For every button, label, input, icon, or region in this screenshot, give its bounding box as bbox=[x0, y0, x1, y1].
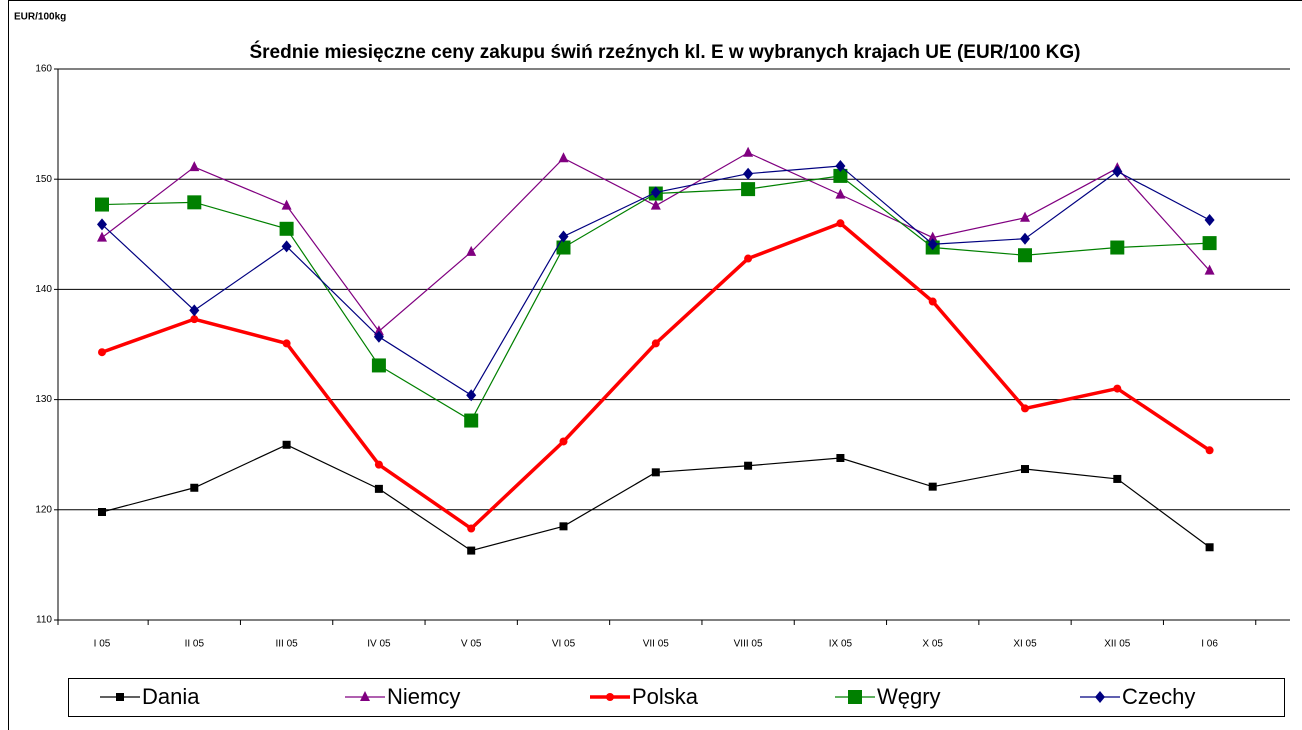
frame bbox=[8, 0, 1302, 730]
marker bbox=[189, 304, 200, 317]
marker bbox=[744, 254, 753, 263]
marker bbox=[374, 460, 383, 469]
marker bbox=[650, 199, 661, 210]
marker bbox=[833, 168, 848, 183]
marker bbox=[1021, 465, 1029, 474]
x-tick-label: I 05 bbox=[94, 639, 111, 650]
legend-label: Węgry bbox=[877, 684, 941, 709]
marker bbox=[97, 218, 107, 231]
marker bbox=[556, 240, 571, 255]
marker bbox=[466, 389, 477, 402]
marker bbox=[836, 219, 845, 228]
legend-label: Dania bbox=[142, 684, 200, 709]
y-tick-label: 140 bbox=[35, 284, 52, 295]
marker bbox=[743, 146, 754, 157]
marker bbox=[744, 461, 753, 470]
marker bbox=[741, 182, 756, 197]
series-line bbox=[101, 221, 1211, 531]
y-tick-label: 130 bbox=[35, 394, 52, 405]
legend-label: Czechy bbox=[1122, 684, 1195, 709]
x-tick-label: VII 05 bbox=[643, 639, 670, 650]
marker bbox=[1020, 232, 1030, 245]
y-tick-label: 150 bbox=[35, 174, 52, 185]
marker bbox=[374, 484, 383, 493]
x-tick-label: XI 05 bbox=[1013, 639, 1037, 650]
marker bbox=[1113, 384, 1122, 393]
marker bbox=[371, 358, 386, 373]
marker bbox=[373, 330, 384, 343]
marker bbox=[98, 348, 106, 357]
marker bbox=[836, 454, 845, 463]
x-tick-label: V 05 bbox=[461, 639, 482, 650]
marker bbox=[1021, 404, 1029, 413]
marker bbox=[190, 315, 199, 324]
marker bbox=[1205, 446, 1214, 455]
marker bbox=[279, 221, 294, 236]
legend-marker bbox=[1095, 691, 1105, 703]
legend-marker bbox=[848, 690, 862, 704]
chart-title: Średnie miesięczne ceny zakupu świń rzeź… bbox=[249, 41, 1080, 63]
legend-marker bbox=[606, 693, 614, 701]
marker bbox=[559, 437, 568, 446]
y-axis-label: EUR/100kg bbox=[14, 12, 66, 23]
marker bbox=[98, 508, 106, 517]
marker bbox=[1110, 240, 1125, 255]
legend-label: Polska bbox=[632, 684, 699, 709]
marker bbox=[282, 339, 291, 348]
x-tick-label: VI 05 bbox=[552, 639, 576, 650]
x-tick-label: IV 05 bbox=[367, 639, 391, 650]
marker bbox=[190, 483, 199, 492]
marker bbox=[189, 161, 200, 172]
y-tick-label: 110 bbox=[36, 615, 52, 626]
legend-marker bbox=[360, 691, 370, 701]
marker bbox=[835, 159, 846, 172]
legend-label: Niemcy bbox=[387, 684, 460, 709]
x-tick-label: II 05 bbox=[185, 639, 205, 650]
x-tick-label: I 06 bbox=[1201, 639, 1218, 650]
marker bbox=[559, 522, 568, 531]
marker bbox=[464, 413, 479, 428]
x-tick-label: IX 05 bbox=[829, 639, 853, 650]
series-line bbox=[101, 444, 1210, 552]
x-tick-label: X 05 bbox=[922, 639, 943, 650]
marker bbox=[282, 440, 291, 449]
x-tick-label: XII 05 bbox=[1104, 639, 1131, 650]
marker bbox=[927, 231, 938, 242]
marker bbox=[1205, 543, 1214, 552]
marker bbox=[467, 524, 476, 533]
marker bbox=[466, 245, 477, 256]
marker bbox=[1018, 248, 1032, 263]
marker bbox=[928, 482, 937, 491]
marker bbox=[558, 152, 569, 163]
marker bbox=[1204, 264, 1215, 275]
y-tick-label: 160 bbox=[35, 64, 52, 75]
marker bbox=[1202, 236, 1217, 251]
marker bbox=[95, 197, 109, 212]
marker bbox=[1204, 213, 1215, 226]
marker bbox=[281, 240, 292, 253]
x-tick-label: VIII 05 bbox=[734, 639, 763, 650]
x-tick-label: III 05 bbox=[275, 639, 298, 650]
series-line bbox=[101, 175, 1210, 422]
marker bbox=[1112, 165, 1123, 178]
marker bbox=[1113, 474, 1122, 483]
marker bbox=[927, 238, 938, 251]
marker bbox=[928, 297, 937, 306]
marker bbox=[97, 231, 107, 242]
marker bbox=[187, 195, 202, 210]
marker bbox=[467, 546, 476, 555]
marker bbox=[835, 188, 846, 199]
marker bbox=[281, 199, 292, 210]
marker bbox=[650, 186, 661, 199]
marker bbox=[651, 468, 660, 477]
legend-marker bbox=[116, 693, 124, 701]
y-tick-label: 120 bbox=[35, 504, 52, 515]
marker bbox=[558, 230, 569, 243]
marker bbox=[743, 167, 754, 180]
marker bbox=[1020, 211, 1030, 222]
marker bbox=[373, 325, 384, 336]
marker bbox=[651, 339, 660, 348]
